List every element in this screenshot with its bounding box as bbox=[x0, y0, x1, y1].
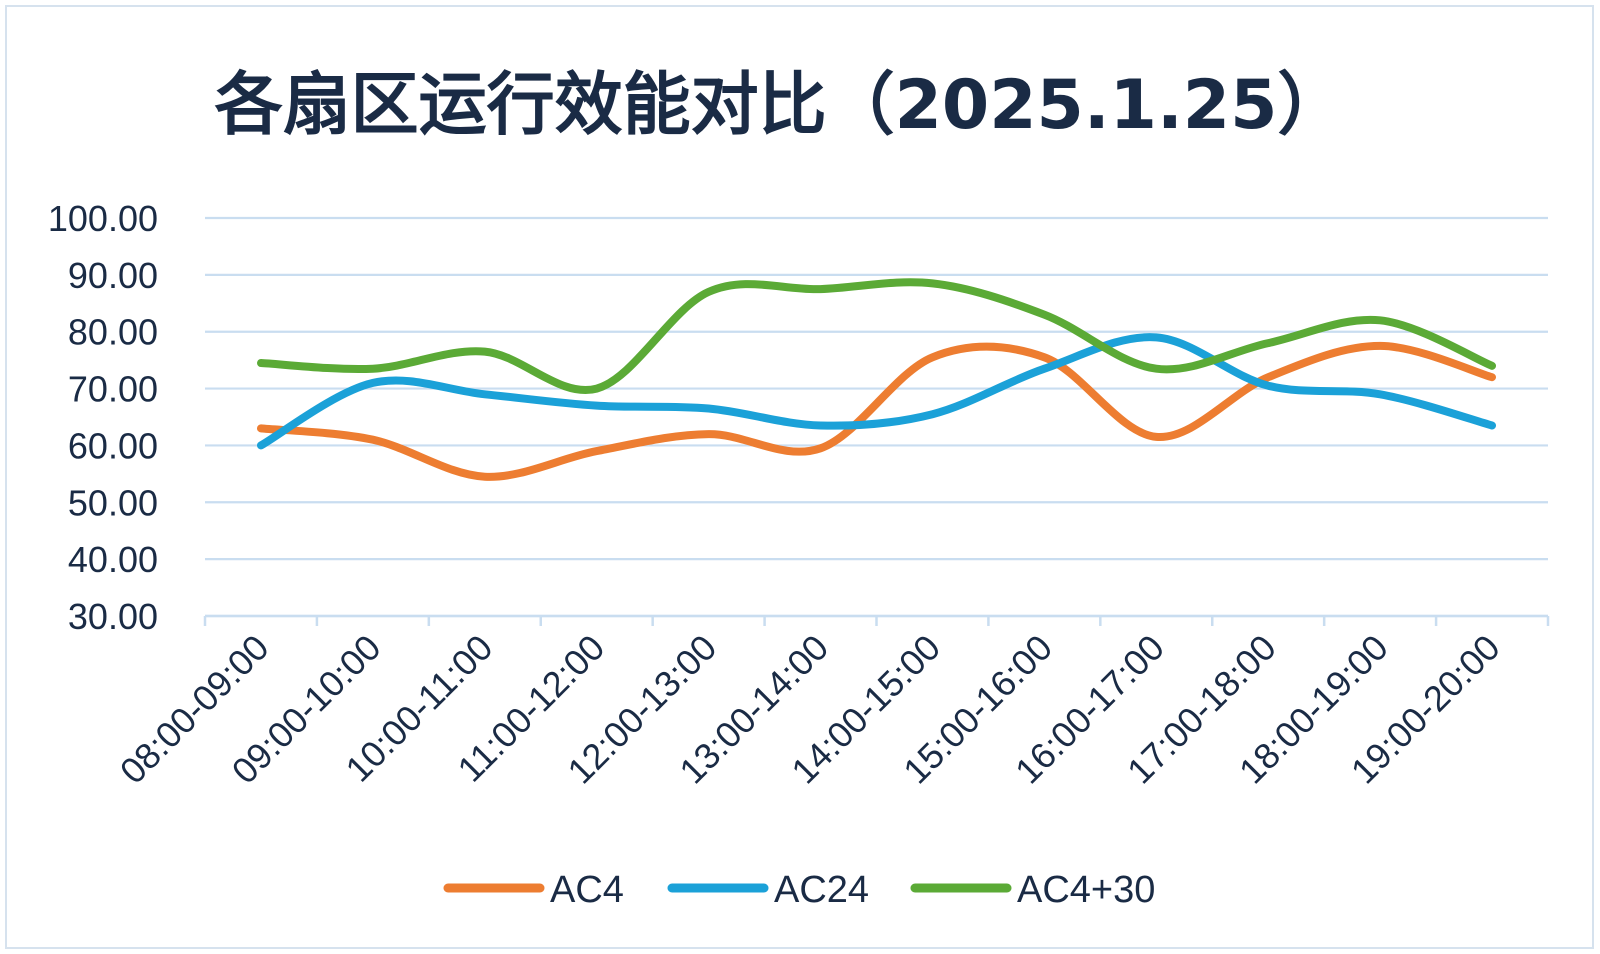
series-lines bbox=[257, 278, 1496, 481]
y-tick-label: 70.00 bbox=[68, 369, 158, 410]
y-tick-label: 100.00 bbox=[48, 198, 158, 239]
legend-label: AC4+30 bbox=[1017, 869, 1155, 911]
y-tick-label: 60.00 bbox=[68, 425, 158, 466]
legend-label: AC24 bbox=[774, 869, 869, 911]
y-tick-label: 90.00 bbox=[68, 255, 158, 296]
legend-label: AC4 bbox=[550, 869, 624, 911]
x-axis bbox=[203, 614, 1550, 626]
chart-title: 各扇区运行效能对比（2025.1.25） bbox=[215, 66, 1346, 145]
y-tick-label: 30.00 bbox=[68, 596, 158, 637]
gridlines bbox=[205, 216, 1548, 618]
series-line-ac24 bbox=[257, 333, 1496, 450]
legend: AC4 AC24 AC4+30 bbox=[443, 869, 1155, 911]
series-line-ac4-30 bbox=[257, 278, 1496, 395]
series-line-ac4 bbox=[257, 341, 1496, 481]
chart-border bbox=[5, 5, 1594, 949]
y-axis: 100.00 90.00 80.00 70.00 60.00 50.00 40.00 30.0… bbox=[48, 198, 158, 637]
y-tick-label: 40.00 bbox=[68, 539, 158, 580]
y-tick-label: 80.00 bbox=[68, 312, 158, 353]
y-tick-label: 50.00 bbox=[68, 482, 158, 523]
